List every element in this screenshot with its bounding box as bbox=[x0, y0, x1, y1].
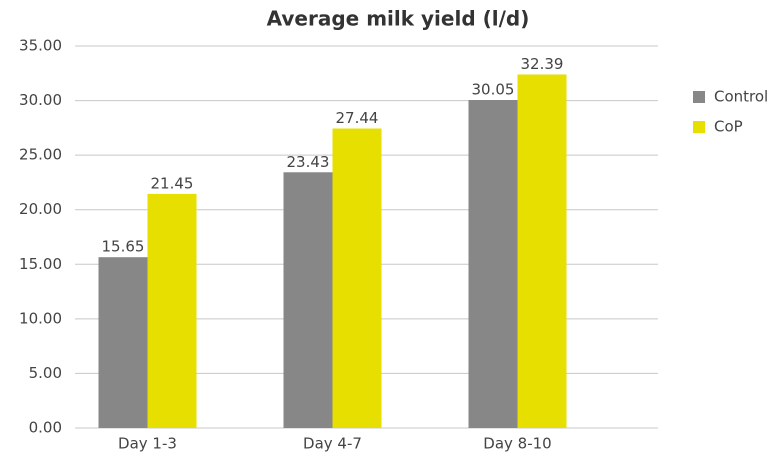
value-label: 32.39 bbox=[521, 55, 564, 73]
bar bbox=[98, 257, 148, 428]
y-tick-label: 10.00 bbox=[19, 309, 62, 327]
legend-label: Control bbox=[714, 88, 768, 106]
value-label: 30.05 bbox=[472, 81, 515, 99]
bar bbox=[332, 128, 382, 428]
y-tick-label: 20.00 bbox=[19, 200, 62, 218]
legend-label: CoP bbox=[714, 118, 743, 136]
legend-swatch bbox=[693, 121, 705, 133]
value-label: 21.45 bbox=[151, 174, 194, 192]
legend-swatch bbox=[693, 91, 705, 103]
y-tick-label: 15.00 bbox=[19, 255, 62, 273]
bar bbox=[283, 172, 333, 428]
y-tick-label: 25.00 bbox=[19, 146, 62, 164]
value-label: 27.44 bbox=[336, 109, 379, 127]
value-label: 23.43 bbox=[287, 153, 330, 171]
x-tick-label: Day 8-10 bbox=[483, 435, 551, 453]
bar bbox=[147, 193, 197, 428]
y-tick-label: 0.00 bbox=[29, 419, 62, 437]
bar bbox=[468, 100, 518, 429]
x-tick-label: Day 4-7 bbox=[303, 435, 362, 453]
y-tick-label: 5.00 bbox=[29, 364, 62, 382]
bar bbox=[517, 74, 567, 429]
chart-title: Average milk yield (l/d) bbox=[267, 7, 530, 31]
y-tick-label: 35.00 bbox=[19, 37, 62, 55]
y-tick-label: 30.00 bbox=[19, 91, 62, 109]
x-tick-label: Day 1-3 bbox=[118, 435, 177, 453]
value-label: 15.65 bbox=[102, 238, 145, 256]
